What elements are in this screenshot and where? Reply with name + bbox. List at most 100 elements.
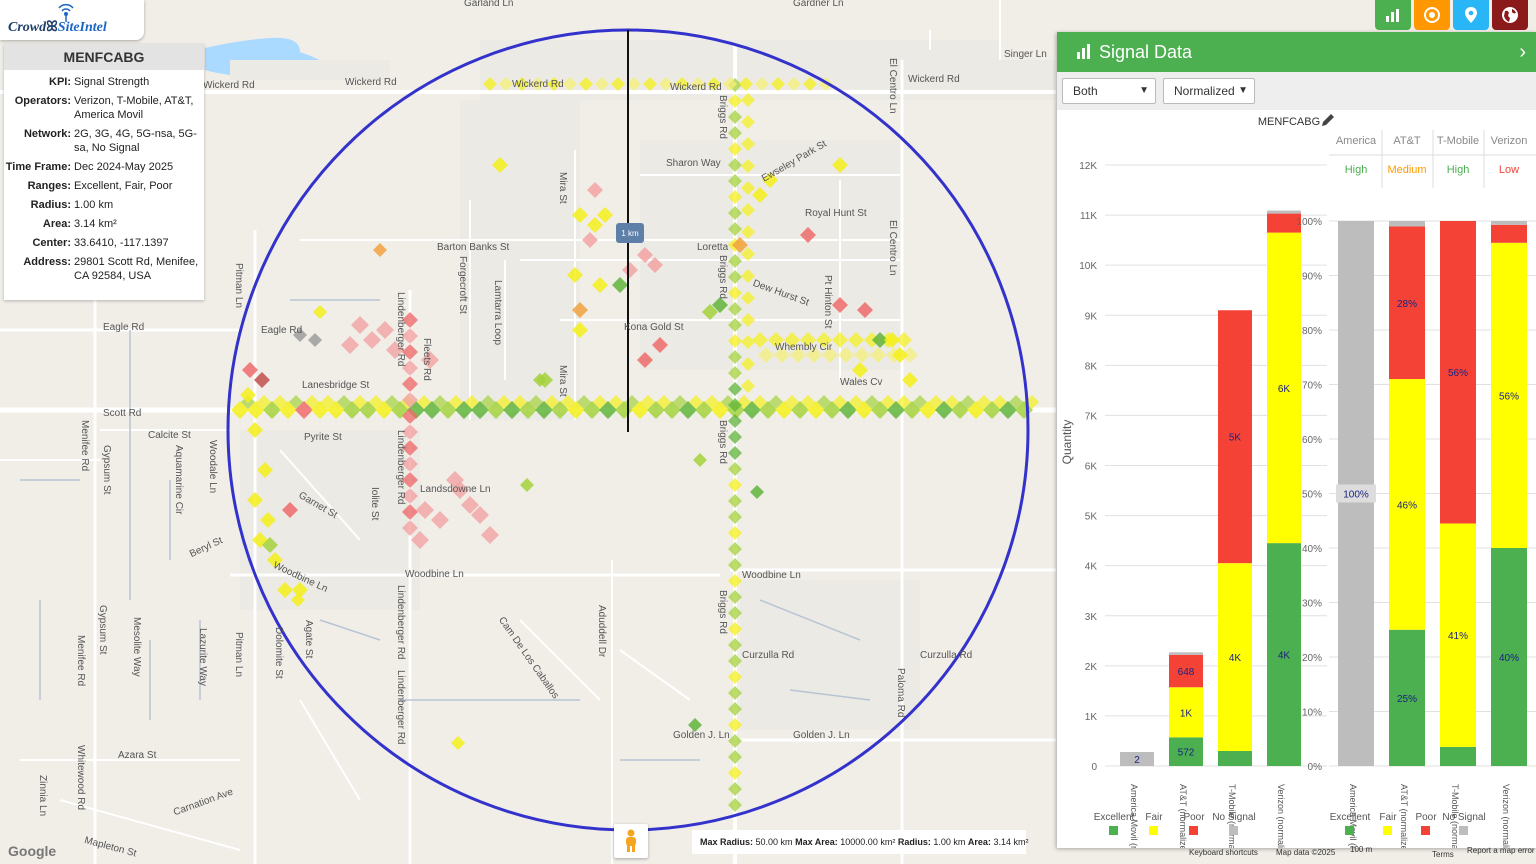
bar-segment[interactable] xyxy=(1169,687,1203,738)
operator-header: Verizon xyxy=(1491,135,1528,147)
signal-sample xyxy=(627,77,641,91)
bar-segment[interactable] xyxy=(1491,221,1527,225)
y-tick-label: 1K xyxy=(1085,712,1098,723)
bar-segment[interactable] xyxy=(1389,226,1425,380)
site-info-value: 33.6410, -117.1397 xyxy=(74,237,169,249)
edit-pencil-icon[interactable] xyxy=(1322,114,1334,126)
chevron-right-icon[interactable]: › xyxy=(1519,41,1526,63)
data-label: 5K xyxy=(1229,433,1242,444)
chart-title: MENFCABG xyxy=(1258,116,1320,128)
street-label-vertical: Lindenberger Rd xyxy=(395,430,406,505)
signal-sample xyxy=(693,453,707,467)
bar-segment[interactable] xyxy=(1491,548,1527,766)
chevron-down-icon: ▼ xyxy=(1238,85,1248,96)
signal-sample xyxy=(675,77,689,91)
bar-segment[interactable] xyxy=(1440,221,1476,524)
bar-segment[interactable] xyxy=(1267,213,1301,233)
report-map-error-link[interactable]: Report a map error xyxy=(1467,846,1535,855)
site-info-rows: KPI: Signal Strength Operators: Verizon, T-… xyxy=(4,75,204,283)
bar-segment[interactable] xyxy=(1218,563,1252,751)
signal-sample xyxy=(852,362,868,378)
street-label-vertical: Pitman Ln xyxy=(233,263,244,309)
legend-swatch[interactable] xyxy=(1149,826,1158,835)
street-label: Woodbine Ln xyxy=(742,570,801,581)
street-view-pegman[interactable] xyxy=(614,824,648,858)
bar-segment[interactable] xyxy=(1169,737,1203,766)
signal-sample xyxy=(637,352,653,368)
legend-swatch[interactable] xyxy=(1383,826,1392,835)
bar-segment[interactable] xyxy=(1169,654,1203,688)
mode-select[interactable]: Normalized ▼ xyxy=(1163,78,1255,104)
legend-label: No Signal xyxy=(1212,812,1255,823)
street-label-vertical: Aquamarine Cir xyxy=(173,445,184,515)
keyboard-shortcuts-link[interactable]: Keyboard shortcuts xyxy=(1189,848,1258,857)
signal-sample xyxy=(402,344,418,360)
signal-sample xyxy=(308,333,322,347)
street-label: Wickerd Rd xyxy=(512,79,564,90)
bar-segment[interactable] xyxy=(1120,752,1154,766)
bar-segment[interactable] xyxy=(1440,746,1476,766)
signal-sample xyxy=(790,347,806,363)
signal-sample xyxy=(402,328,418,344)
street-label-vertical: Lindenberger Rd xyxy=(395,670,406,745)
chart-button[interactable] xyxy=(1375,0,1411,30)
map-data-attribution: Map data ©2025 xyxy=(1276,848,1336,857)
signal-sample xyxy=(758,347,774,363)
signal-sample xyxy=(728,734,742,748)
signal-sample xyxy=(691,77,705,91)
bar-segment[interactable] xyxy=(1389,629,1425,766)
legend-swatch[interactable] xyxy=(1459,826,1468,835)
globe-button[interactable] xyxy=(1492,0,1528,30)
map-road xyxy=(759,599,861,641)
bar-segment[interactable] xyxy=(1491,242,1527,549)
location-button[interactable] xyxy=(1453,0,1489,30)
street-label-vertical: Fleets Rd xyxy=(421,338,432,381)
y-tick-label: 5K xyxy=(1085,512,1098,523)
bar-segment[interactable] xyxy=(1218,310,1252,564)
pegman-icon xyxy=(626,829,636,852)
legend-swatch[interactable] xyxy=(1345,826,1354,835)
legend-swatch[interactable] xyxy=(1421,826,1430,835)
bar-segment[interactable] xyxy=(1218,750,1252,766)
map-block xyxy=(740,580,920,730)
panel-header: Signal Data › xyxy=(1057,32,1536,72)
map-scale[interactable]: 100 m xyxy=(1350,845,1373,854)
signal-sample xyxy=(838,347,854,363)
legend-swatch[interactable] xyxy=(1109,826,1118,835)
signal-sample xyxy=(728,766,742,780)
data-label: 100% xyxy=(1343,490,1369,501)
signal-sample xyxy=(373,243,387,257)
target-button[interactable] xyxy=(1414,0,1450,30)
signal-sample xyxy=(741,203,755,217)
signal-sample xyxy=(816,332,832,348)
legend-swatch[interactable] xyxy=(1229,826,1238,835)
street-label-vertical: Zinnia Ln xyxy=(37,775,48,817)
signal-sample xyxy=(741,269,755,283)
legend-label: Poor xyxy=(1415,812,1437,823)
signal-sample xyxy=(728,206,742,220)
legend-label: No Signal xyxy=(1442,812,1485,823)
bar-segment[interactable] xyxy=(1267,232,1301,544)
bar-segment[interactable] xyxy=(1389,221,1425,227)
terms-link[interactable]: Terms xyxy=(1432,850,1454,859)
signal-sample xyxy=(728,110,742,124)
signal-sample xyxy=(242,362,258,378)
bar-segment[interactable] xyxy=(1440,523,1476,747)
operator-header: America xyxy=(1336,135,1377,147)
map-block xyxy=(230,60,390,80)
data-label: 56% xyxy=(1448,368,1468,379)
bar-segment[interactable] xyxy=(1267,543,1301,766)
bar-segment[interactable] xyxy=(1491,224,1527,243)
operator-filter-select[interactable]: Both ▼ xyxy=(1062,78,1156,104)
street-label: Calcite St xyxy=(148,430,191,441)
operator-header: AT&T xyxy=(1393,135,1421,147)
signal-sample xyxy=(728,414,742,428)
bar-segment[interactable] xyxy=(1267,210,1301,214)
signal-sample xyxy=(402,376,418,392)
data-label: 572 xyxy=(1178,748,1195,759)
y-tick-label: 60% xyxy=(1302,435,1322,446)
bar-segment[interactable] xyxy=(1389,379,1425,630)
legend-swatch[interactable] xyxy=(1189,826,1198,835)
bar-segment[interactable] xyxy=(1169,652,1203,655)
